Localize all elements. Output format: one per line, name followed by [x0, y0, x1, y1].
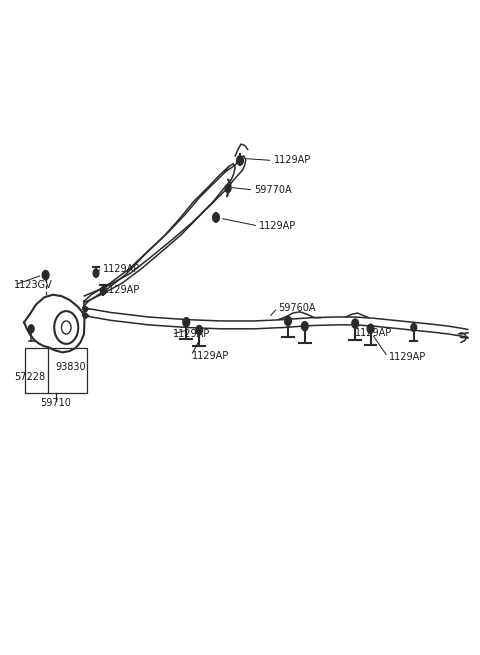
Circle shape — [367, 324, 374, 333]
Text: 1129AP: 1129AP — [259, 221, 297, 231]
Circle shape — [352, 319, 359, 328]
Text: 59710: 59710 — [40, 398, 71, 408]
Text: 1129AP: 1129AP — [173, 329, 210, 339]
Text: 1129AP: 1129AP — [389, 352, 426, 362]
Circle shape — [100, 287, 106, 295]
Circle shape — [196, 326, 203, 335]
Circle shape — [84, 313, 87, 318]
Bar — [25, 348, 87, 393]
Circle shape — [237, 156, 243, 165]
Circle shape — [93, 269, 99, 277]
Text: 1129AP: 1129AP — [355, 328, 393, 338]
Circle shape — [301, 322, 308, 331]
Circle shape — [28, 325, 34, 333]
Circle shape — [84, 307, 87, 312]
Text: 1129AP: 1129AP — [192, 350, 229, 361]
Text: 59760A: 59760A — [278, 303, 316, 313]
Circle shape — [42, 271, 49, 280]
Text: 1129AP: 1129AP — [103, 284, 141, 295]
Text: 1123GV: 1123GV — [14, 280, 53, 290]
Text: 93830: 93830 — [55, 362, 86, 372]
Circle shape — [225, 185, 231, 193]
Text: 1129AP: 1129AP — [274, 155, 311, 166]
Text: 1129AP: 1129AP — [103, 263, 141, 274]
Text: 57228: 57228 — [14, 371, 46, 382]
Circle shape — [285, 316, 291, 326]
Circle shape — [411, 324, 417, 331]
Circle shape — [183, 318, 190, 327]
Circle shape — [43, 271, 48, 279]
Text: 59770A: 59770A — [254, 185, 292, 195]
Circle shape — [213, 213, 219, 222]
